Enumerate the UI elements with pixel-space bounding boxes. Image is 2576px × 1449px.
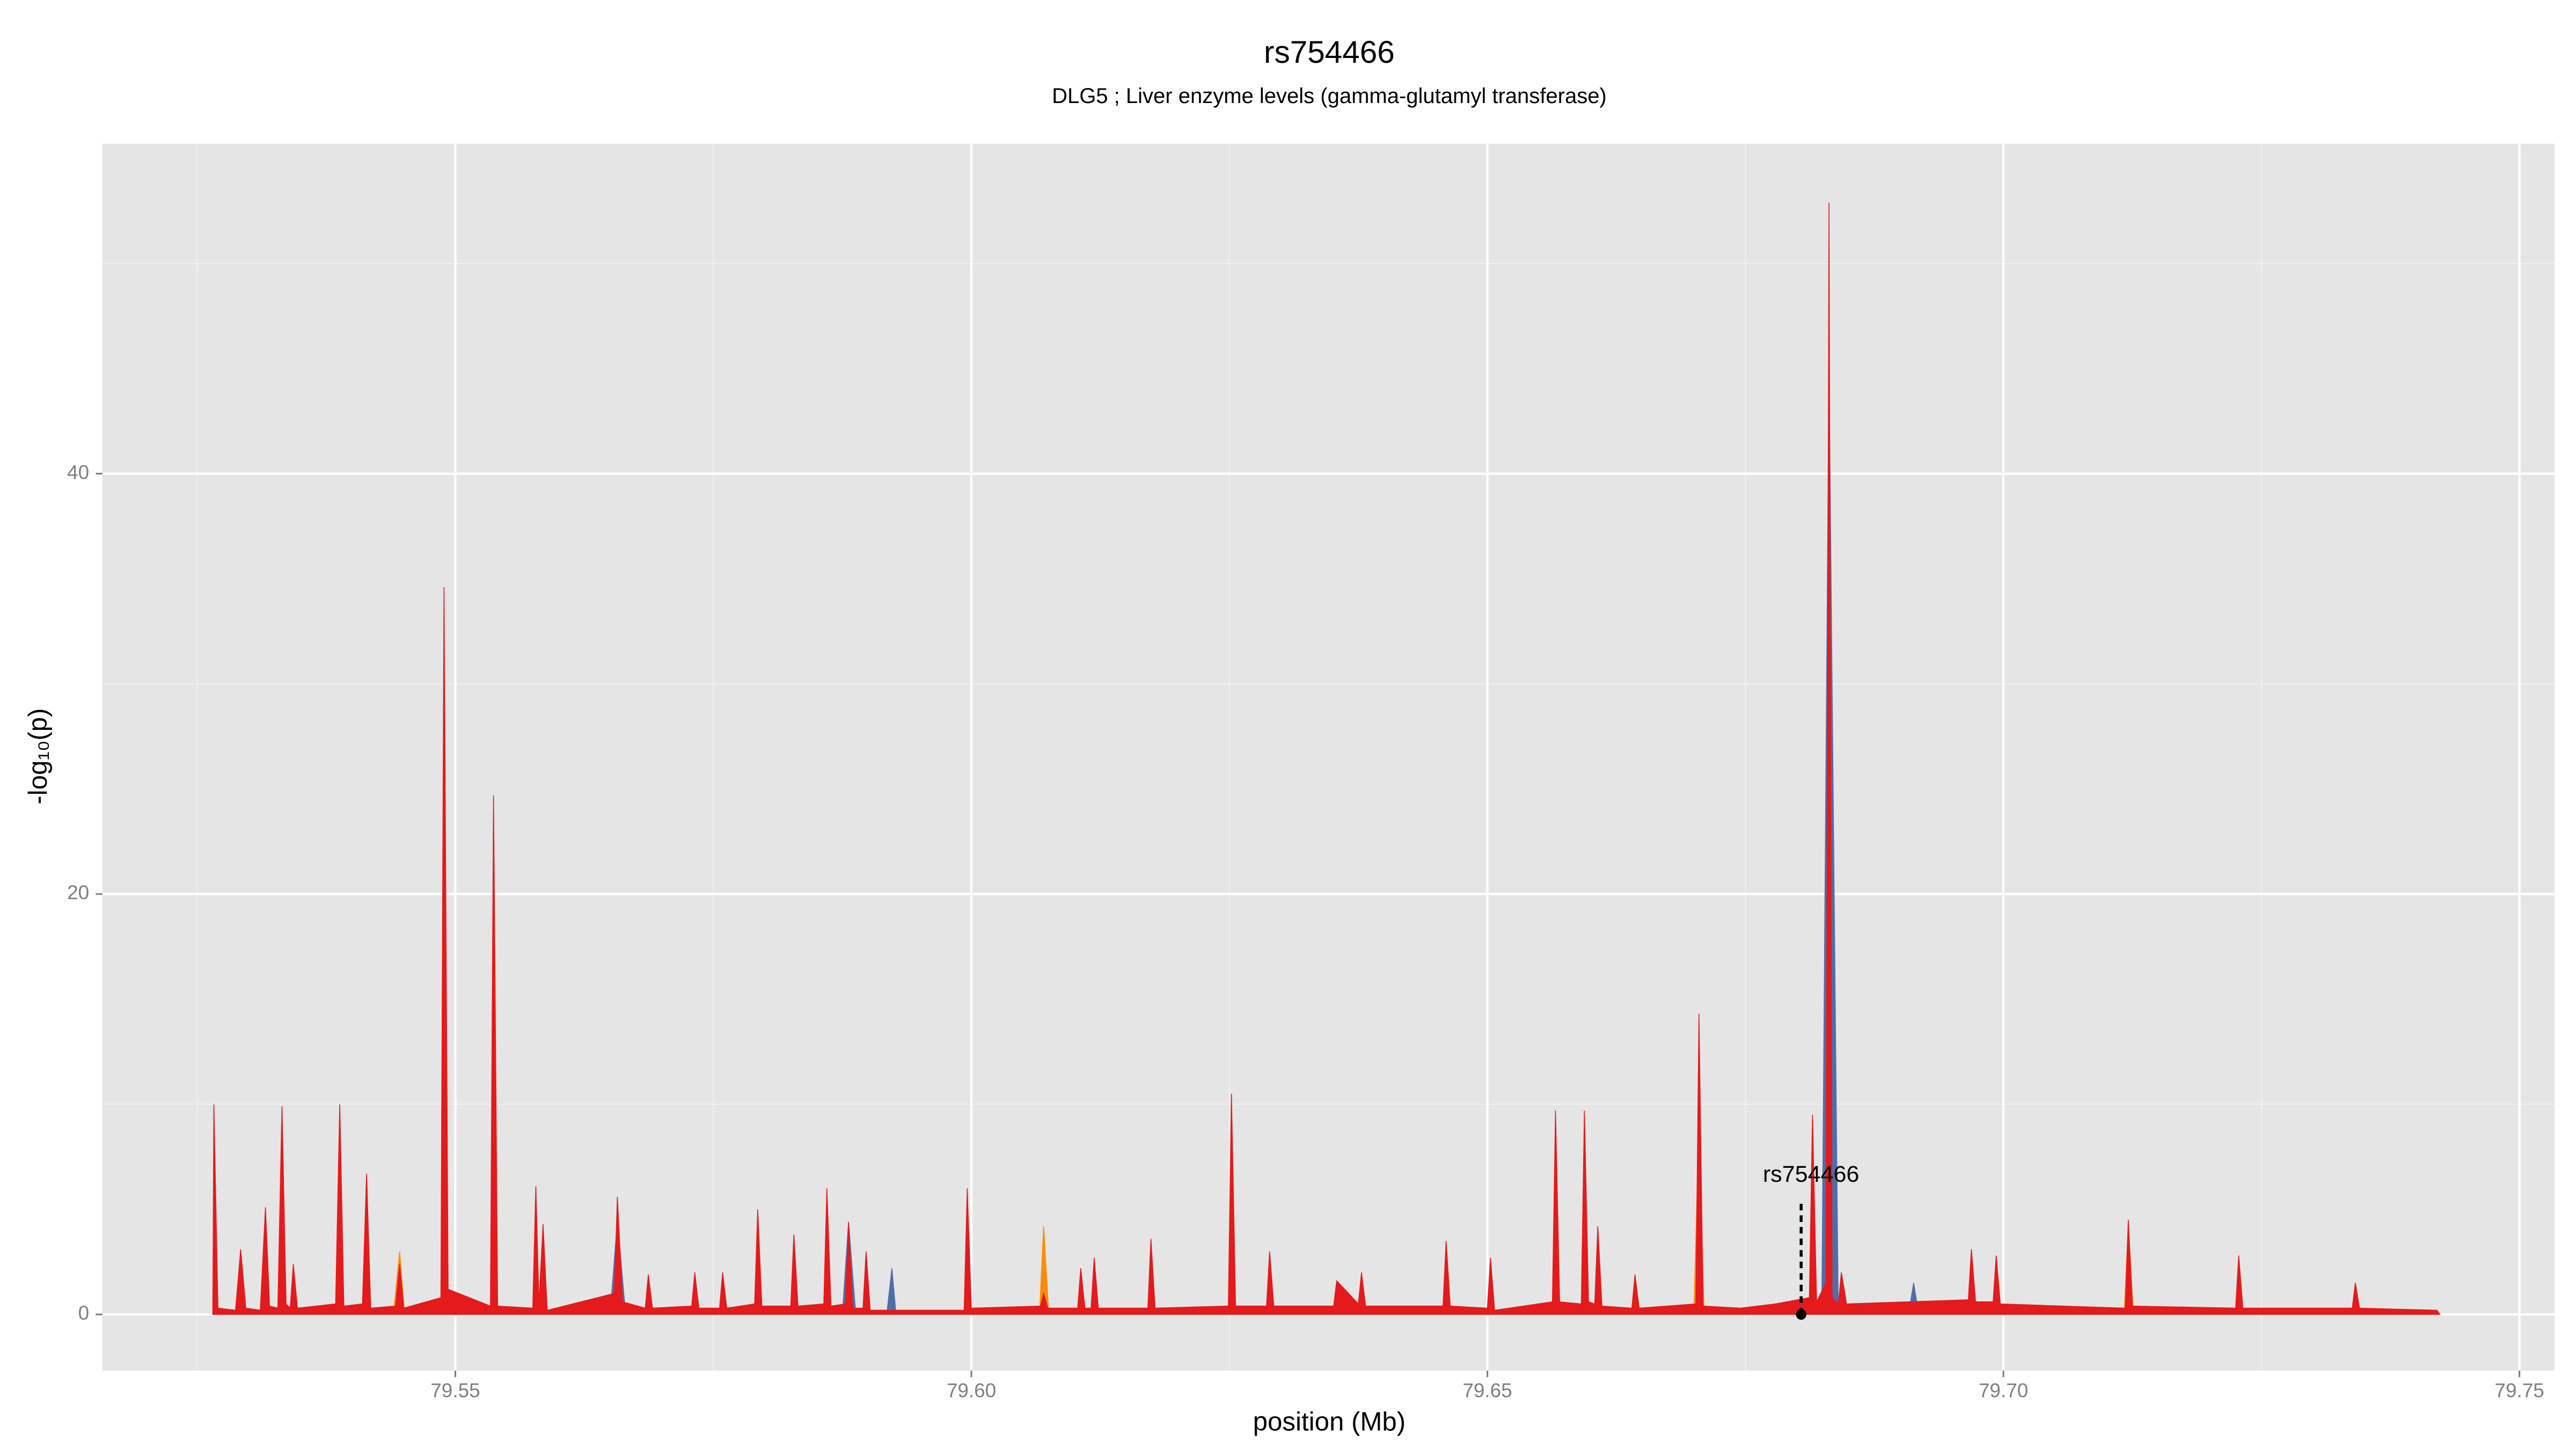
annotation-point	[1796, 1309, 1807, 1320]
x-tick-label: 79.75	[2494, 1380, 2544, 1402]
x-tick-label: 79.55	[430, 1380, 480, 1402]
plot-panel	[102, 143, 2555, 1371]
annotation-label: rs754466	[1763, 1161, 1860, 1187]
x-tick-label: 79.65	[1462, 1380, 1512, 1402]
chart-title: rs754466	[1264, 35, 1395, 70]
y-axis-title: -log₁₀(p)	[23, 708, 53, 804]
y-tick-label: 0	[78, 1302, 90, 1324]
y-tick-label: 20	[67, 882, 89, 904]
y-tick-label: 40	[67, 461, 89, 483]
x-tick-label: 79.60	[947, 1380, 996, 1402]
chart-subtitle: DLG5 ; Liver enzyme levels (gamma-glutam…	[1052, 84, 1607, 108]
area	[212, 202, 2441, 1315]
areas	[212, 202, 2441, 1315]
annotation: rs754466	[1763, 1161, 1860, 1320]
x-axis-title: position (Mb)	[1253, 1407, 1406, 1436]
x-tick-label: 79.70	[1979, 1380, 2028, 1402]
axes: 79.55 79.60 79.65 79.70 79.75 0 20 40	[67, 461, 2544, 1401]
